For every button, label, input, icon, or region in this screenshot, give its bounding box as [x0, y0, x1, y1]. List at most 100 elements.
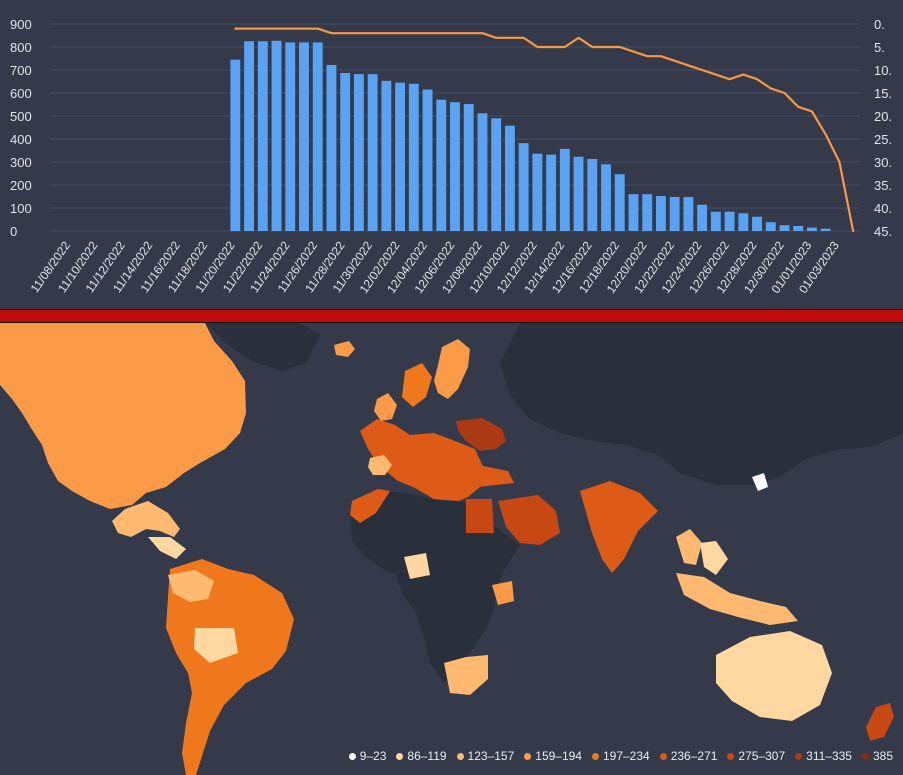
bar	[738, 213, 749, 231]
legend-swatch	[591, 752, 599, 760]
legend-swatch	[727, 752, 735, 760]
bar	[257, 41, 268, 231]
series-line	[234, 27, 855, 233]
country-uk[interactable]	[374, 393, 397, 421]
country-indonesia-malaysia[interactable]	[676, 573, 798, 625]
legend-label: 197–234	[602, 749, 650, 763]
bar	[518, 143, 529, 231]
world-map[interactable]: 9–23 86–119 123–157 159–194 197–234 236–…	[0, 323, 903, 775]
legend-item[interactable]: 275–307	[727, 749, 785, 763]
right-tick-label: 0.	[874, 17, 885, 32]
chart-svg: 900 800 700 600 500 400 300 200 100 0 0. 5. 10. 15. 20…	[10, 17, 892, 296]
y-tick-label: 0	[10, 224, 17, 239]
country-south-america[interactable]	[166, 559, 294, 775]
legend-swatch	[348, 752, 356, 760]
right-tick-label: 20.	[874, 109, 892, 124]
country-north-america[interactable]	[0, 323, 246, 509]
country-taiwan[interactable]	[752, 473, 768, 491]
y-tick-label: 800	[10, 40, 32, 55]
bar	[546, 154, 557, 231]
right-tick-label: 15.	[874, 86, 892, 101]
country-new-zealand[interactable]	[866, 703, 894, 741]
legend-item[interactable]: 197–234	[591, 749, 650, 763]
country-ukraine[interactable]	[456, 418, 506, 451]
y-tick-label: 600	[10, 86, 32, 101]
bar	[628, 194, 639, 231]
country-mexico[interactable]	[112, 501, 180, 537]
legend-item[interactable]: 86–119	[396, 749, 447, 763]
right-tick-label: 40.	[874, 201, 892, 216]
legend-swatch	[659, 752, 667, 760]
bar	[299, 42, 309, 232]
bar	[463, 104, 474, 231]
right-tick-label: 25.	[874, 132, 892, 147]
bar	[655, 196, 666, 231]
legend-label: 275–307	[738, 749, 786, 763]
legend-item[interactable]: 311–335	[795, 749, 852, 763]
country-iceland[interactable]	[334, 341, 355, 357]
y-tick-label: 300	[10, 155, 32, 170]
bar	[724, 211, 735, 231]
country-south-africa[interactable]	[444, 655, 488, 695]
bar	[230, 59, 241, 232]
country-turkey[interactable]	[446, 459, 514, 487]
country-spain[interactable]	[368, 455, 392, 475]
bar	[340, 72, 351, 232]
panel-divider	[0, 309, 903, 323]
legend-item[interactable]: 9–23	[348, 749, 387, 763]
legend-swatch	[396, 752, 404, 760]
y-tick-label: 400	[10, 132, 32, 147]
legend-item[interactable]: 159–194	[524, 749, 582, 763]
bar	[697, 204, 708, 231]
bar	[271, 40, 282, 231]
legend-label: 236–271	[670, 749, 718, 763]
country-morocco[interactable]	[350, 489, 390, 523]
legend-item[interactable]: 385	[861, 749, 893, 763]
country-scandinavia[interactable]	[434, 339, 470, 399]
bar	[793, 225, 804, 231]
map-svg	[0, 323, 903, 775]
bar	[326, 64, 337, 231]
country-bolivia-paraguay[interactable]	[194, 628, 238, 663]
map-legend: 9–23 86–119 123–157 159–194 197–234 236–…	[348, 749, 893, 763]
bar	[381, 80, 392, 231]
y-tick-label: 500	[10, 109, 32, 124]
country-colombia-venezuela[interactable]	[168, 570, 214, 602]
country-vietnam[interactable]	[700, 541, 728, 575]
legend-swatch	[524, 752, 532, 760]
country-russia-china[interactable]	[500, 323, 903, 485]
country-australia[interactable]	[716, 631, 832, 721]
country-norway[interactable]	[402, 363, 432, 407]
country-greenland[interactable]	[205, 323, 320, 371]
legend-swatch	[795, 752, 803, 760]
country-saudi-arabia[interactable]	[498, 495, 560, 545]
legend-label: 9–23	[359, 749, 387, 763]
bar	[807, 227, 817, 231]
country-nigeria[interactable]	[404, 553, 430, 579]
bar	[436, 99, 447, 231]
country-thailand[interactable]	[676, 529, 702, 565]
country-europe[interactable]	[360, 419, 486, 503]
y-tick-label: 200	[10, 178, 32, 193]
country-kenya[interactable]	[492, 581, 514, 605]
country-japan[interactable]	[800, 373, 822, 409]
bar	[559, 148, 570, 231]
country-india[interactable]	[580, 481, 658, 573]
country-africa[interactable]	[350, 491, 520, 683]
country-central-america[interactable]	[148, 537, 186, 559]
right-tick-label: 10.	[874, 63, 892, 78]
y-tick-label: 900	[10, 17, 32, 32]
bar	[683, 196, 694, 231]
y-tick-label: 700	[10, 63, 32, 78]
country-egypt[interactable]	[466, 499, 494, 533]
legend-swatch	[456, 752, 464, 760]
bar	[669, 196, 680, 231]
bar	[367, 74, 378, 231]
legend-item[interactable]: 123–157	[456, 749, 514, 763]
bar	[504, 125, 515, 231]
bar	[779, 225, 790, 231]
right-tick-label: 35.	[874, 178, 892, 193]
legend-item[interactable]: 236–271	[659, 749, 718, 763]
bar	[491, 118, 502, 231]
